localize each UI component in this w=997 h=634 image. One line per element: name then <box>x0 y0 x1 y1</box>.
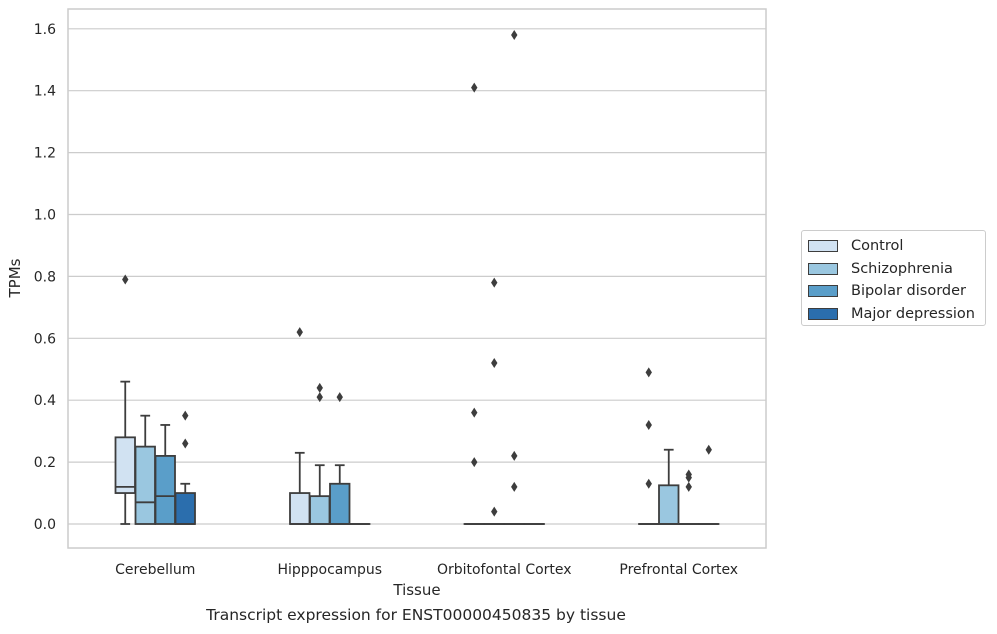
legend-item: Bipolar disorder <box>808 280 966 302</box>
x-tick-label: Prefrontal Cortex <box>619 562 738 578</box>
outlier-point <box>182 410 189 421</box>
legend-swatch <box>808 307 838 320</box>
box-2-0 <box>154 424 176 525</box>
legend-item: Major depression <box>808 303 975 325</box>
legend-swatch <box>808 240 838 252</box>
outlier-point <box>491 506 498 517</box>
outlier-point <box>122 274 129 285</box>
box-iqr <box>289 492 311 525</box>
plot-area <box>67 8 767 549</box>
box-iqr <box>134 445 156 525</box>
box-iqr <box>309 495 331 525</box>
y-axis: 0.0 0.2 0.4 0.6 0.8 1.0 1.2 1.4 1.6 <box>34 22 56 533</box>
box-0-0 <box>114 274 136 525</box>
x-tick-label: Cerebellum <box>115 562 195 578</box>
y-tick-label: 1.6 <box>34 22 56 38</box>
outlier-point <box>645 367 652 378</box>
x-tick-label: Orbitofontal Cortex <box>437 562 572 578</box>
box-0-2 <box>463 82 485 525</box>
box-iqr <box>114 436 136 494</box>
outlier-point <box>296 327 303 338</box>
legend-item: Schizophrenia <box>808 258 953 280</box>
y-tick-label: 1.4 <box>34 84 56 100</box>
box-3-0 <box>174 410 196 525</box>
y-tick-label: 0.8 <box>34 269 56 285</box>
outlier-point <box>511 481 518 492</box>
legend-label: Major depression <box>851 305 975 322</box>
box-1-2 <box>483 277 505 525</box>
y-tick-label: 0.6 <box>34 331 56 347</box>
x-axis: Cerebellum Hipppocampus Orbitofontal Corte… <box>115 562 738 578</box>
outlier-point <box>511 450 518 461</box>
x-tick-label: Hipppocampus <box>277 562 382 578</box>
legend-item: Control <box>808 235 903 257</box>
box-3-3 <box>698 444 720 525</box>
legend-label: Control <box>851 238 904 254</box>
legend-label: Bipolar disorder <box>851 283 966 299</box>
outlier-point <box>471 457 478 468</box>
y-axis-title: TPMs <box>6 258 24 298</box>
y-tick-label: 1.0 <box>34 208 56 224</box>
x-axis-title: Tissue <box>392 581 440 599</box>
legend-swatch <box>808 285 838 297</box>
outlier-point <box>471 82 478 93</box>
y-tick-label: 0.4 <box>34 393 56 409</box>
box-iqr <box>154 455 176 525</box>
box-series-group <box>114 29 720 525</box>
outlier-point <box>491 277 498 288</box>
outlier-point <box>645 478 652 489</box>
outlier-point <box>336 392 343 403</box>
y-tick-label: 0.0 <box>34 517 56 533</box>
box-2-1 <box>329 392 351 525</box>
box-iqr <box>658 484 680 525</box>
y-tick-label: 0.2 <box>34 455 56 471</box>
y-tick-label: 1.2 <box>34 146 56 162</box>
outlier-point <box>491 358 498 369</box>
outlier-point <box>511 29 518 40</box>
outlier-point <box>685 481 692 492</box>
legend-swatch <box>808 262 838 275</box>
box-iqr <box>329 482 351 525</box>
box-2-3 <box>678 469 700 525</box>
box-1-3 <box>658 448 680 525</box>
chart-title: Transcript expression for ENST0000045083… <box>206 606 626 624</box>
outlier-point <box>685 469 692 480</box>
box-1-0 <box>134 414 156 525</box>
box-iqr <box>174 492 196 525</box>
box-0-1 <box>289 327 311 525</box>
legend-label: Schizophrenia <box>851 260 953 277</box>
box-2-2 <box>503 29 525 525</box>
outlier-point <box>705 444 712 455</box>
outlier-point <box>645 419 652 430</box>
outlier-point <box>316 392 323 403</box>
legend: Control Schizophrenia Bipolar disorder Majo… <box>801 230 986 326</box>
outlier-point <box>182 438 189 449</box>
outlier-point <box>316 382 323 393</box>
outlier-point <box>471 407 478 418</box>
